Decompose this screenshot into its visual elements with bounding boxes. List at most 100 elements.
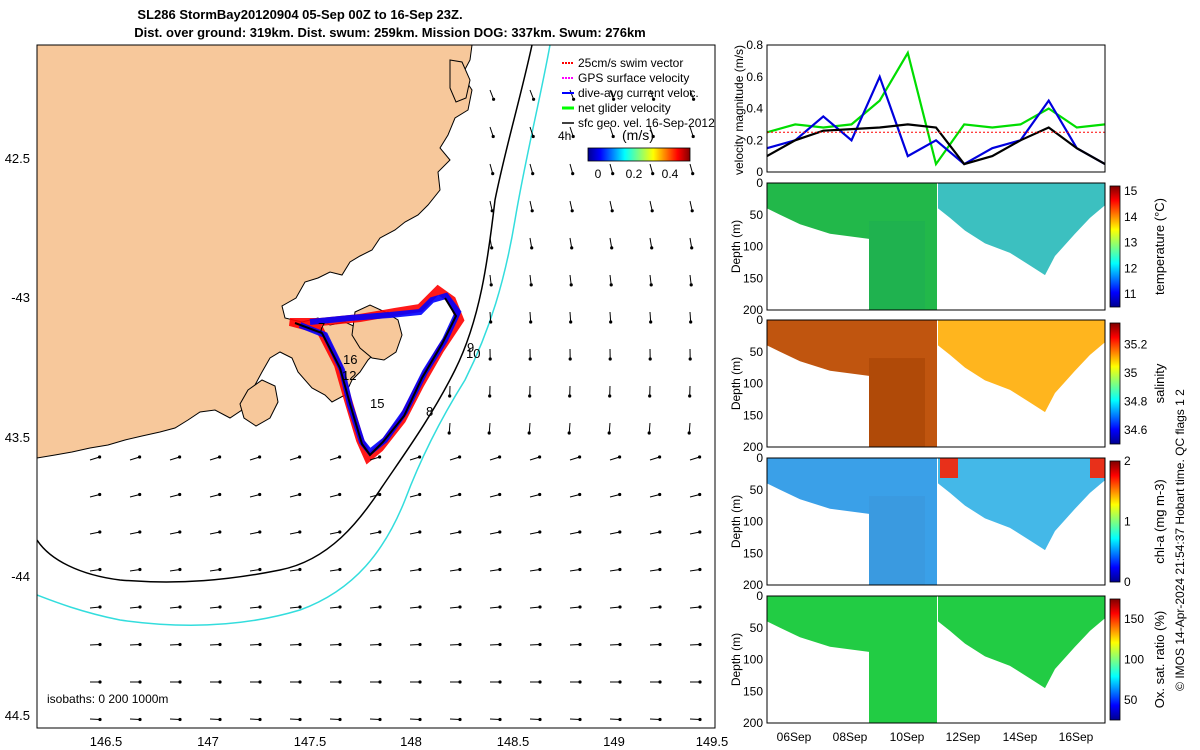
velocity-arrow-head [98,455,102,459]
velocity-arrow [529,456,540,461]
map-xtick: 147.5 [294,734,327,749]
velocity-arrow-head [418,605,422,609]
colorbar-label: salinity [1152,363,1167,403]
velocity-arrow [689,163,694,174]
velocity-arrow [609,200,613,211]
velocity-arrow-head [490,246,494,250]
velocity-arrow-head [418,530,422,534]
velocity-arrow [169,718,181,720]
colorbar-label: chl-a (mg m-3) [1152,479,1167,564]
velocity-arrow-head [571,172,575,176]
chla-surface-hotspot [940,458,958,478]
velocity-arrow-head [498,605,502,609]
velocity-arrow-head [218,492,222,497]
depth-tick: 0 [756,451,763,465]
velocity-arrow-head [498,680,502,684]
velocity-arrow-head [491,172,495,176]
velocity-arrow [569,163,574,174]
depth-tick: 0 [756,589,763,603]
date-tick: 08Sep [833,730,868,744]
date-tick: 06Sep [777,730,812,744]
velocity-arrow-head [258,530,262,534]
velocity-arrow [289,606,301,609]
velocity-arrow-head [489,320,493,324]
velocity-arrow [609,531,620,535]
date-ticks: 06Sep 08Sep 10Sep 12Sep 14Sep 16Sep [777,730,1094,744]
track-label-7: 7 [318,320,325,335]
velocity-arrow-head [578,455,582,459]
velocity-arrow-head [612,97,616,101]
velocity-arrow [489,718,501,720]
velocity-arrow-head [691,134,695,139]
velocity-arrow [689,718,701,720]
colorbar-unit: (m/s) [622,127,654,143]
velocity-arrow-head [571,134,575,139]
velocity-arrow [568,422,571,434]
colorbar-tick: 11 [1124,287,1137,301]
velocity-arrow-head [218,605,222,609]
speed-colorbar [587,147,691,162]
velocity-arrow [529,311,532,323]
velocity-arrow-head [611,172,615,176]
velocity-arrow [649,644,661,646]
velocity-arrow-head [98,492,102,497]
velocity-arrow [649,718,661,720]
velocity-arrow [129,606,141,609]
velocity-arrow [569,531,580,535]
velocity-arrow-head [689,283,693,287]
velocity-arrow [489,237,493,248]
velocity-arrow-head [689,320,693,324]
velocity-arrow [209,456,220,461]
velocity-arrow-head [648,394,652,398]
velocity-arrow [169,531,180,535]
velocity-arrow-head [178,567,182,572]
velocity-arrow-head [338,455,342,459]
map-xtick: 146.5 [90,734,123,749]
track-label-15: 15 [370,396,384,411]
velocity-arrow-head [491,134,495,139]
map-xtick: 147 [197,734,219,749]
velocity-arrow [649,237,653,248]
velocity-arrow-head [178,605,182,609]
section-deep-column [869,634,925,723]
colorbar-tick: 13 [1124,236,1138,250]
section-colorbar [1109,598,1121,721]
section-colorbar [1109,322,1121,445]
velocity-arrow [169,456,180,461]
velocity-arrow [529,126,534,137]
velocity-arrow [489,606,501,609]
title-line2: Dist. over ground: 319km. Dist. swum: 25… [134,25,646,40]
velocity-arrow [689,200,693,211]
velocity-arrow [289,644,301,646]
velocity-arrow [369,494,380,498]
velocity-arrow-head [658,455,662,459]
velocity-arrow-head [578,642,582,647]
section-colorbar [1109,460,1121,583]
velocity-arrow-head [648,357,652,361]
velocity-arrow-head [218,567,222,572]
velocity-arrow-head [610,209,614,213]
velocity-arrow [249,456,260,461]
velocity-arrow [689,237,693,248]
velocity-arrow [649,200,653,211]
section-right-data [938,596,1105,689]
velocity-arrow-head [690,246,694,250]
section-deep-column [869,221,925,310]
velocity-arrow [569,89,575,100]
velocity-arrow-head [538,605,542,609]
colorbar-tick: 35 [1124,366,1138,380]
velocity-arrow-head [138,605,142,609]
velocity-arrow [449,456,460,461]
velocity-arrow-head [298,567,302,572]
depth-tick: 50 [750,208,764,222]
velocity-arrow [329,606,341,609]
velocity-arrow-head [98,680,102,684]
velocity-arrow [689,606,701,609]
track-label-12: 12 [342,368,356,383]
track-label-9: 9 [467,340,474,355]
velocity-arrow [689,456,700,461]
velocity-arrow [689,569,700,572]
velocity-arrow-head [218,455,222,459]
velocity-arrow [609,644,621,646]
velocity-arrow-head [578,492,582,497]
